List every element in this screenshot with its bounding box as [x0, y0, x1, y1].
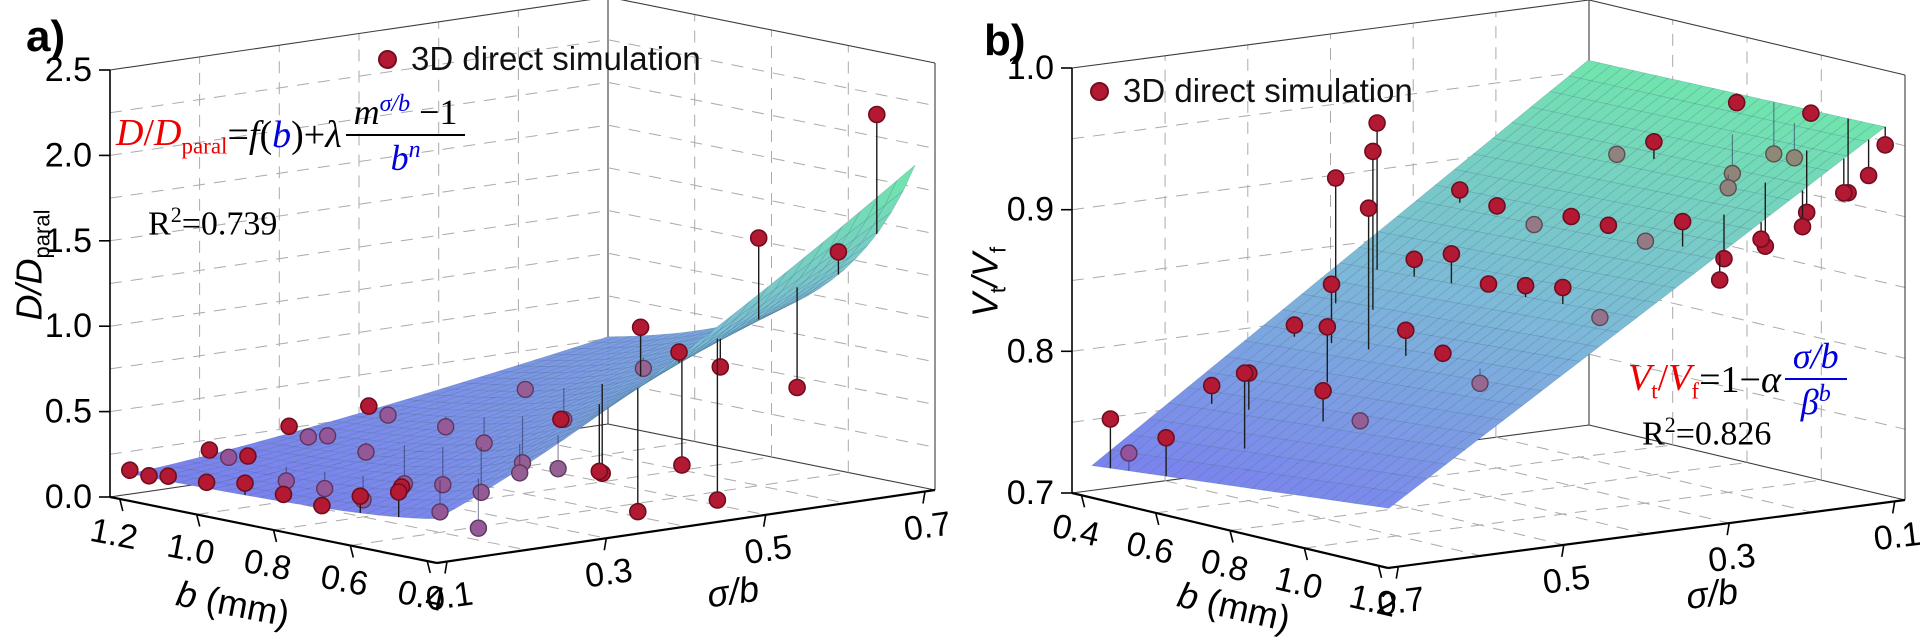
svg-text:1.5: 1.5	[45, 222, 92, 260]
r-squared-a: R2=0.739	[148, 202, 277, 243]
r2-b-value: =0.826	[1675, 415, 1772, 453]
svg-text:1.0: 1.0	[45, 307, 92, 345]
panel-b-label: b)	[984, 16, 1026, 65]
eq-a-den-b: b	[390, 137, 409, 178]
eq-b-fraction: σ/b βb	[1784, 336, 1847, 422]
eq-b-equals: =1−	[1699, 358, 1761, 401]
svg-text:0.7: 0.7	[1375, 580, 1427, 623]
r2-a-R: R	[148, 205, 171, 243]
svg-text:0.1: 0.1	[423, 575, 475, 619]
svg-text:0.7: 0.7	[1007, 474, 1054, 512]
svg-text:1.0: 1.0	[1007, 49, 1054, 87]
eq-a-fraction: mσ/b −1 bn	[345, 91, 466, 178]
svg-text:0.3: 0.3	[583, 551, 635, 595]
eq-a-equals: =	[227, 113, 249, 156]
eq-a-open: (	[259, 113, 273, 156]
r2-a-exp: 2	[170, 202, 182, 227]
svg-text:0.4: 0.4	[1049, 507, 1104, 555]
z-title-a-var1: D	[8, 294, 50, 321]
svg-text:0.8: 0.8	[1007, 332, 1054, 370]
z-title-b-slash: /	[964, 276, 1006, 288]
eq-a-den-n: n	[408, 136, 421, 163]
svg-text:1.0: 1.0	[164, 527, 218, 573]
eq-a-lambda: λ	[325, 113, 342, 156]
svg-text:0.6: 0.6	[318, 558, 372, 604]
svg-text:0.5: 0.5	[1541, 558, 1593, 601]
r-squared-b: R2=0.826	[1642, 412, 1771, 453]
y-axis-title-b: σ/b	[1684, 570, 1740, 618]
z-axis-title-a: D/Dparal	[8, 210, 55, 321]
z-title-a-sub: paral	[29, 209, 55, 259]
svg-text:1.2: 1.2	[87, 511, 141, 557]
eq-b-V1-sub: t	[1651, 378, 1658, 404]
svg-text:0.9: 0.9	[1007, 191, 1054, 229]
svg-text:0.5: 0.5	[45, 393, 92, 431]
eq-b-beta: β	[1800, 381, 1819, 422]
eq-b-V2-sub: f	[1691, 378, 1700, 404]
eq-b-V2: V	[1668, 356, 1692, 399]
eq-b-V1: V	[1628, 356, 1652, 399]
svg-text:0.1: 0.1	[1872, 515, 1920, 558]
svg-text:0.0: 0.0	[45, 478, 92, 516]
eq-a-slash: /	[143, 111, 155, 154]
y-title-a-var: σ/b	[704, 567, 762, 616]
r2-a-value: =0.739	[181, 205, 278, 243]
z-title-b-sub1: t	[985, 287, 1011, 294]
legend-b-text: 3D direct simulation	[1123, 72, 1413, 109]
legend-a: 3D direct simulation	[378, 40, 701, 78]
eq-a-D1: D	[116, 111, 144, 154]
eq-a-f: f	[248, 113, 260, 156]
eq-a-m: m	[353, 92, 380, 132]
svg-text:0.8: 0.8	[241, 542, 295, 588]
eq-a-b: b	[272, 113, 292, 156]
z-title-b-var1: V	[964, 293, 1006, 318]
svg-text:0.3: 0.3	[1706, 536, 1758, 579]
z-title-a-slash: /	[8, 284, 50, 295]
svg-text:2.5: 2.5	[45, 51, 92, 89]
eq-a-close: )+	[291, 113, 326, 156]
z-title-b-sub2: f	[985, 246, 1011, 253]
panel-a-label: a)	[26, 12, 66, 61]
svg-text:2.0: 2.0	[45, 136, 92, 174]
legend-b-dot-icon	[1090, 81, 1109, 101]
r2-b-exp: 2	[1664, 412, 1676, 437]
z-title-b-var2: V	[964, 252, 1006, 277]
svg-text:0.5: 0.5	[742, 528, 794, 572]
eq-b-alpha: α	[1760, 358, 1781, 401]
eq-b-num: σ/b	[1792, 336, 1839, 376]
equation-b: Vt/Vf =1− α σ/b βb	[1628, 336, 1847, 422]
svg-text:0.4: 0.4	[394, 573, 448, 619]
eq-a-minus1: −1	[410, 92, 458, 132]
eq-a-D2: D	[154, 111, 182, 154]
z-axis-title-b: Vt/Vf	[964, 247, 1011, 317]
eq-a-m-exp: σ/b	[379, 91, 411, 117]
eq-a-sub: paral	[181, 133, 228, 159]
r2-b-R: R	[1642, 415, 1665, 453]
eq-b-beta-exp: b	[1818, 380, 1831, 407]
legend-a-dot-icon	[378, 49, 397, 69]
equation-a: D/Dparal = f(b)+ λ mσ/b −1 bn	[116, 91, 466, 178]
y-title-b-var: σ/b	[1683, 570, 1741, 618]
svg-text:0.7: 0.7	[901, 505, 953, 549]
eq-b-slash: /	[1657, 356, 1669, 399]
legend-b: 3D direct simulation	[1090, 72, 1413, 110]
legend-a-text: 3D direct simulation	[411, 40, 701, 77]
z-title-a-var2: D	[8, 258, 50, 285]
y-axis-title-a: σ/b	[704, 568, 761, 617]
svg-text:0.6: 0.6	[1123, 524, 1178, 572]
